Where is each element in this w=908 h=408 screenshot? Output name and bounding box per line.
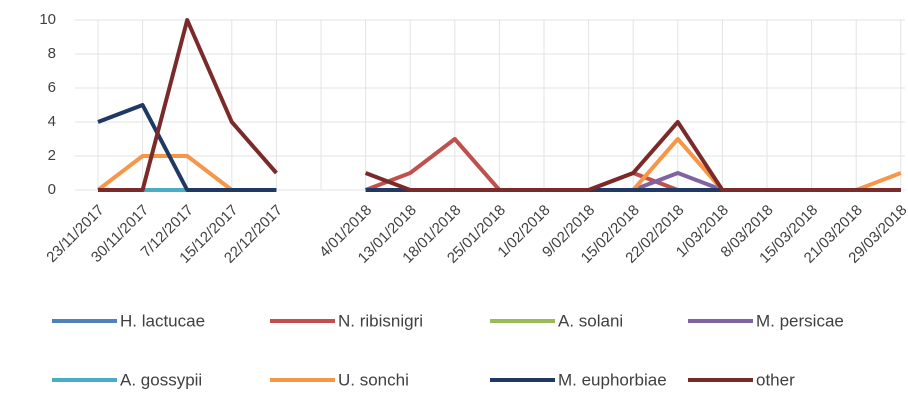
legend-label: M. persicae: [756, 311, 844, 330]
legend-label: U. sonchi: [338, 370, 409, 389]
y-tick-label: 10: [39, 11, 56, 28]
legend-label: other: [756, 370, 795, 389]
legend-label: H. lactucae: [120, 311, 205, 330]
legend-label: A. gossypii: [120, 370, 202, 389]
legend-label: N. ribisnigri: [338, 311, 423, 330]
legend-label: M. euphorbiae: [558, 370, 667, 389]
legend-label: A. solani: [558, 311, 623, 330]
y-tick-label: 6: [48, 79, 56, 96]
series-line: [98, 18, 901, 192]
y-tick-label: 8: [48, 45, 56, 62]
y-tick-label: 0: [48, 181, 56, 198]
y-tick-label: 4: [48, 113, 56, 130]
y-tick-label: 2: [48, 147, 56, 164]
